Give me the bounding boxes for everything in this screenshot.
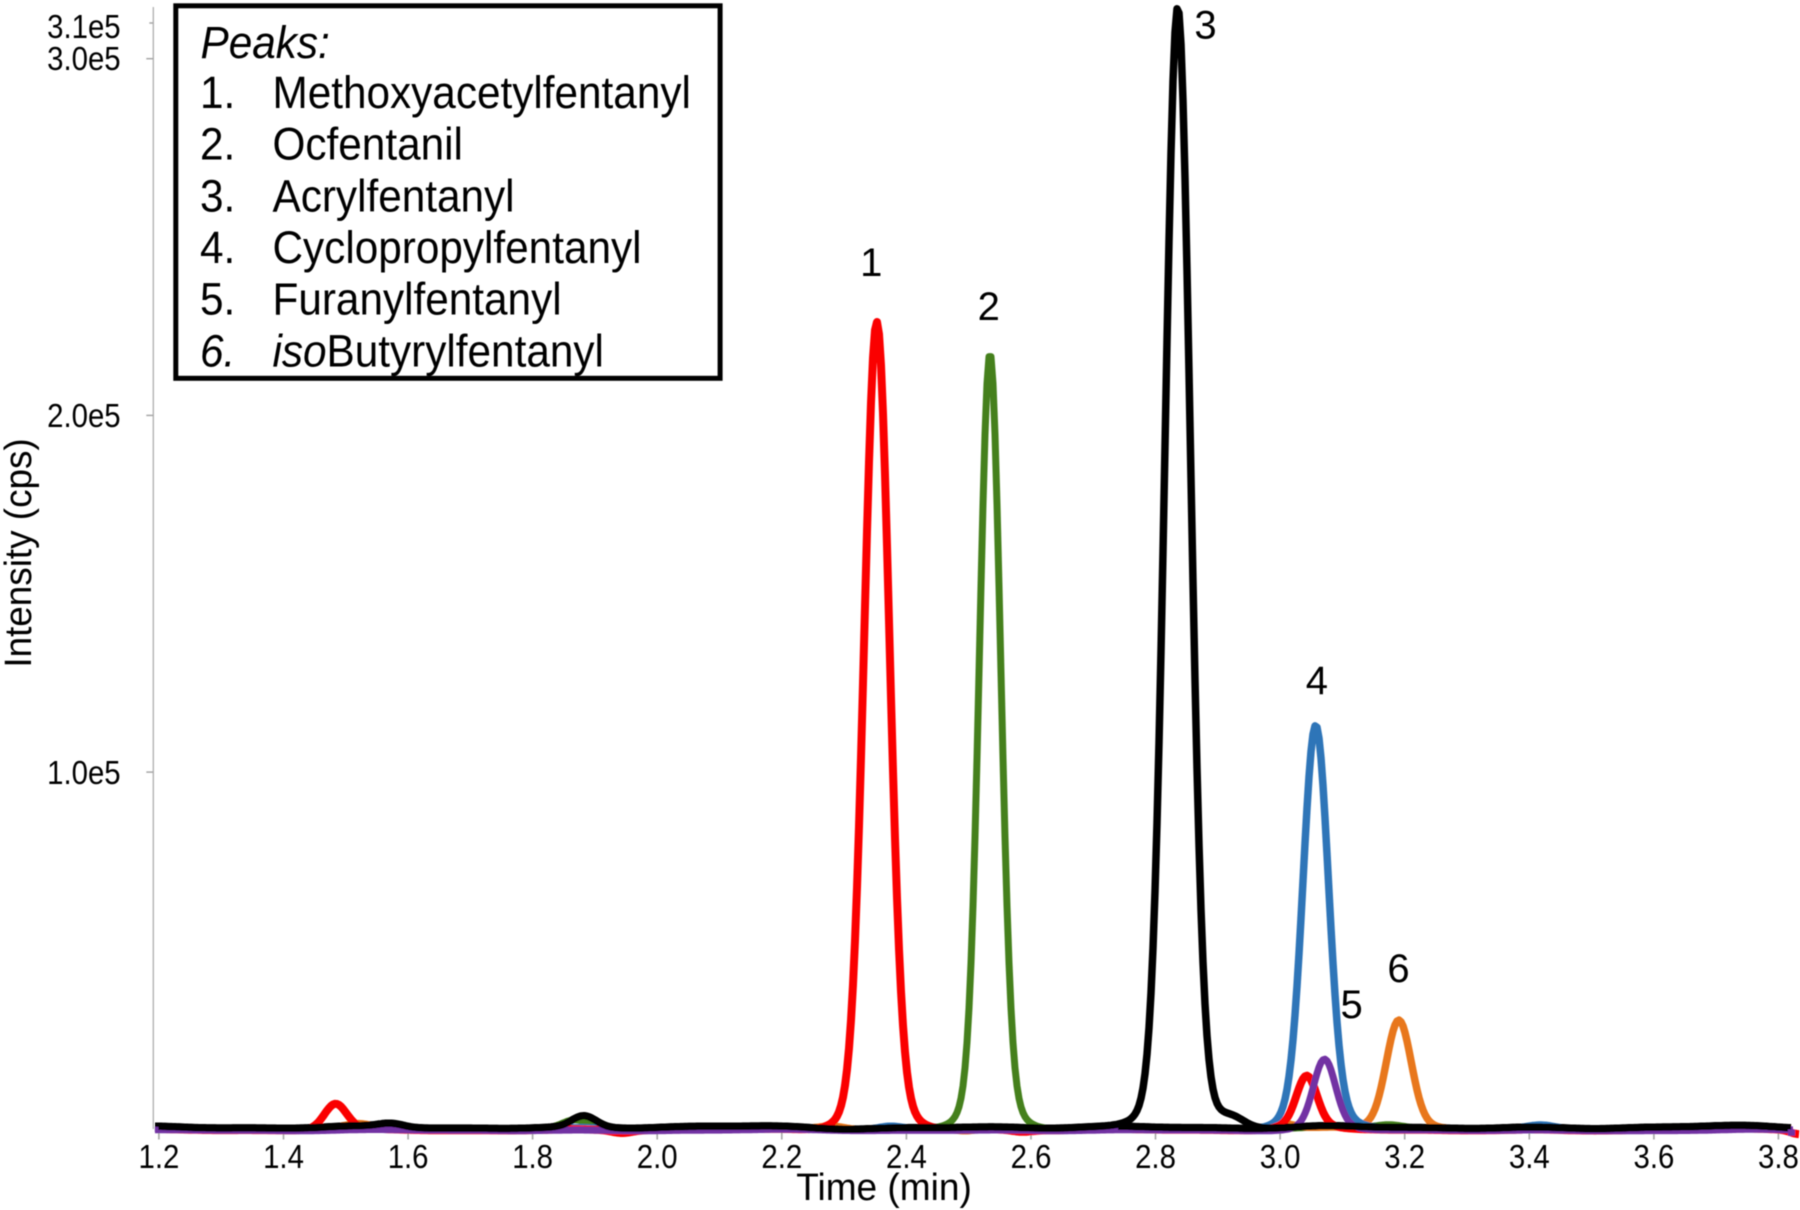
svg-text:5.: 5. <box>200 274 235 324</box>
svg-text:3.8: 3.8 <box>1758 1138 1799 1175</box>
svg-text:2.8: 2.8 <box>1135 1138 1176 1175</box>
svg-text:2.2: 2.2 <box>761 1138 802 1175</box>
svg-text:isoButyrylfentanyl: isoButyrylfentanyl <box>273 326 604 376</box>
svg-text:6.: 6. <box>200 326 235 376</box>
svg-text:2.0e5: 2.0e5 <box>47 398 120 435</box>
svg-text:3.2: 3.2 <box>1384 1138 1425 1175</box>
svg-text:3.0: 3.0 <box>1260 1138 1301 1175</box>
svg-text:1.2: 1.2 <box>138 1138 179 1175</box>
svg-text:1.8: 1.8 <box>512 1138 553 1175</box>
svg-text:Methoxyacetylfentanyl: Methoxyacetylfentanyl <box>273 68 691 118</box>
svg-text:Intensity (cps): Intensity (cps) <box>0 438 39 667</box>
svg-text:4: 4 <box>1306 659 1328 703</box>
svg-text:3.0e5: 3.0e5 <box>47 40 120 77</box>
svg-text:Furanylfentanyl: Furanylfentanyl <box>273 274 562 324</box>
svg-text:1.0e5: 1.0e5 <box>47 754 120 791</box>
svg-text:3.4: 3.4 <box>1509 1138 1550 1175</box>
svg-text:Ocfentanil: Ocfentanil <box>273 119 463 169</box>
svg-text:Acrylfentanyl: Acrylfentanyl <box>273 171 515 221</box>
svg-text:2.0: 2.0 <box>637 1138 678 1175</box>
svg-text:3: 3 <box>1194 4 1216 48</box>
svg-text:1.6: 1.6 <box>388 1138 429 1175</box>
svg-text:1.4: 1.4 <box>263 1138 304 1175</box>
svg-text:Cyclopropylfentanyl: Cyclopropylfentanyl <box>273 223 642 273</box>
svg-text:4.: 4. <box>200 223 235 273</box>
svg-text:2.6: 2.6 <box>1011 1138 1052 1175</box>
svg-text:Peaks:: Peaks: <box>201 18 330 68</box>
svg-text:1: 1 <box>860 241 882 285</box>
svg-text:2.: 2. <box>200 119 235 169</box>
svg-text:3.6: 3.6 <box>1633 1138 1674 1175</box>
svg-text:3.: 3. <box>200 171 235 221</box>
svg-text:2: 2 <box>978 285 1000 329</box>
svg-text:3.1e5: 3.1e5 <box>47 8 120 45</box>
svg-text:2.4: 2.4 <box>886 1138 927 1175</box>
svg-text:Time (min): Time (min) <box>796 1166 972 1209</box>
svg-text:5: 5 <box>1340 983 1362 1027</box>
svg-text:1.: 1. <box>200 68 235 118</box>
svg-text:6: 6 <box>1387 947 1409 991</box>
